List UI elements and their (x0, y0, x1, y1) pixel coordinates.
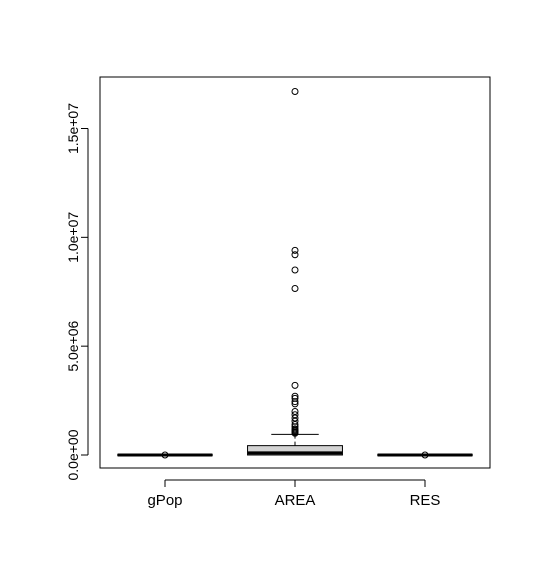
x-tick-label: AREA (275, 492, 316, 509)
box-res (378, 452, 473, 458)
x-tick-label: gPop (147, 492, 182, 509)
box-area (248, 88, 343, 455)
y-axis: 0.0e+00 5.0e+06 1.0e+07 1.5e+07 (65, 103, 88, 481)
outlier-point (292, 285, 298, 291)
y-tick-label: 0.0e+00 (65, 429, 81, 480)
box-gpop (118, 452, 213, 458)
boxes-layer (118, 88, 473, 458)
outlier-point (292, 252, 298, 258)
x-tick-label: RES (410, 492, 441, 509)
outlier-point (292, 88, 298, 94)
x-axis: gPop AREA RES (147, 480, 440, 509)
outlier-point (292, 382, 298, 388)
y-tick-label: 5.0e+06 (65, 320, 81, 371)
y-tick-label: 1.0e+07 (65, 212, 81, 263)
y-tick-label: 1.5e+07 (65, 103, 81, 154)
outlier-point (292, 267, 298, 273)
